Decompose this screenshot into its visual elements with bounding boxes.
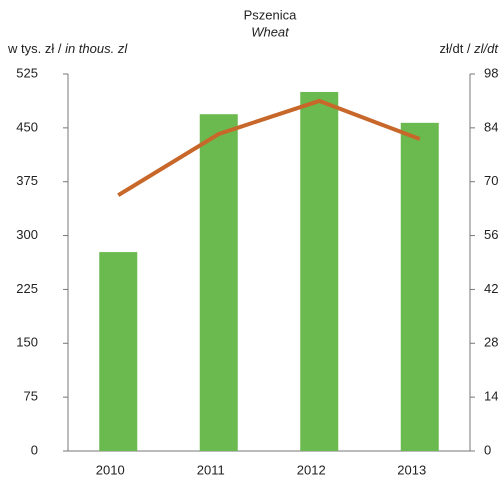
bar: [99, 252, 138, 451]
x-tick-label: 2011: [197, 462, 225, 477]
y2-tick-label: 70: [484, 173, 498, 188]
x-tick-label: 2010: [96, 462, 125, 477]
y-label-part: in thous. zl: [65, 41, 128, 56]
y-tick-label: 150: [16, 335, 38, 350]
y-tick-label: 225: [16, 281, 38, 296]
y2-tick-label: 42: [484, 281, 498, 296]
chart-subtitle: Wheat: [251, 24, 290, 39]
y2-label-part: zl/dt: [473, 41, 499, 56]
y2-label-part: zł/dt /: [439, 41, 474, 56]
bar: [199, 114, 238, 452]
x-tick-label: 2013: [397, 462, 426, 477]
y-tick-label: 300: [16, 227, 38, 242]
y-label-part: w tys. zł /: [7, 41, 65, 56]
y2-tick-label: 84: [484, 119, 498, 134]
y2-tick-label: 98: [484, 65, 498, 80]
y-axis-label: w tys. zł / in thous. zl: [7, 41, 128, 56]
y-tick-label: 0: [31, 442, 38, 457]
y2-tick-label: 28: [484, 335, 498, 350]
line: [117, 98, 421, 197]
y2-tick-label: 14: [484, 389, 498, 404]
y2-tick-label: 0: [484, 442, 491, 457]
x-tick-label: 2012: [297, 462, 326, 477]
y-tick-label: 450: [16, 119, 38, 134]
y-tick-label: 375: [16, 173, 38, 188]
y-tick-label: 525: [16, 65, 38, 80]
y2-tick-label: 56: [484, 227, 498, 242]
bar: [400, 122, 439, 451]
y-tick-label: 75: [24, 389, 38, 404]
y2-axis-label: zł/dt / zl/dt: [439, 41, 499, 56]
chart-title: Pszenica: [244, 7, 298, 22]
bar: [300, 91, 339, 451]
